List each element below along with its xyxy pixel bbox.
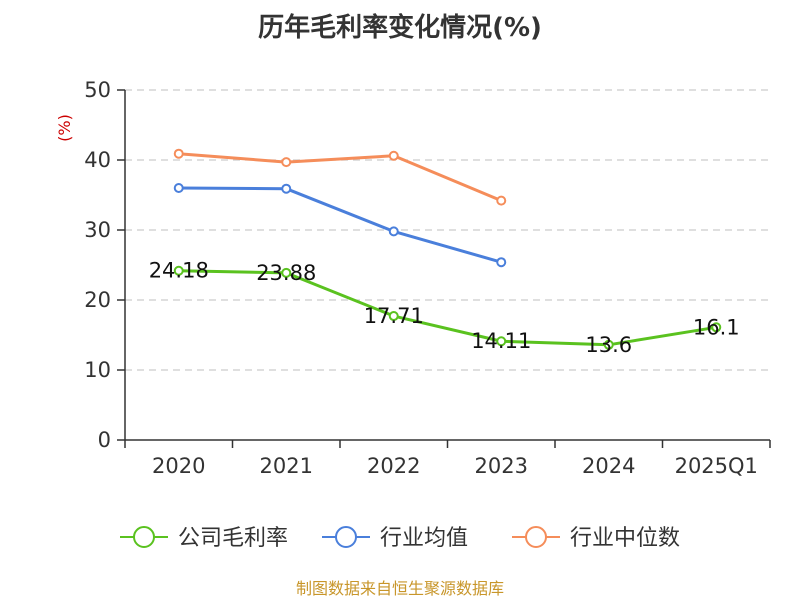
data-label-2024: 13.6 (585, 333, 632, 357)
series-line-0 (178, 269, 717, 347)
series-line-1 (178, 186, 502, 264)
data-point-s2-2023 (496, 195, 507, 206)
data-point-s0-2023 (496, 336, 507, 347)
y-tick-label-30: 30 (84, 218, 111, 242)
legend-marker-2 (525, 526, 547, 548)
data-point-s2-2022 (388, 150, 399, 161)
data-labels: 24.18 23.88 17.71 14.11 13.6 16.1 (149, 259, 740, 357)
data-point-s0-2025Q1 (711, 322, 722, 333)
source-note: 制图数据来自恒生聚源数据库 (296, 579, 504, 598)
y-tick-label-20: 20 (84, 288, 111, 312)
data-label-2023: 14.11 (471, 329, 531, 353)
data-point-s1-2022 (388, 226, 399, 237)
x-tick-label-2025Q1: 2025Q1 (675, 454, 758, 478)
axes (117, 89, 771, 448)
x-tick-label-2020: 2020 (152, 454, 205, 478)
x-tick-labels: 2020 2021 2022 2023 2024 2025Q1 (152, 454, 758, 478)
data-point-s2-2020 (173, 148, 184, 159)
y-tick-label-0: 0 (98, 428, 111, 452)
y-tick-label-40: 40 (84, 148, 111, 172)
y-tick-label-10: 10 (84, 358, 111, 382)
y-tick-label-50: 50 (84, 78, 111, 102)
data-label-2022: 17.71 (364, 304, 424, 328)
legend-marker-0 (133, 526, 155, 548)
x-tick-label-2024: 2024 (582, 454, 635, 478)
data-label-2020: 24.18 (149, 259, 209, 283)
data-point-s0-2024 (603, 339, 614, 350)
legend-label-2: 行业中位数 (570, 526, 680, 551)
series-points (173, 148, 722, 350)
legend-label-1: 行业均值 (380, 526, 468, 551)
data-point-s0-2021 (281, 267, 292, 278)
data-point-s2-2021 (281, 157, 292, 168)
chart-title: 历年毛利率变化情况(%) (258, 12, 542, 43)
data-label-2025Q1: 16.1 (693, 315, 740, 339)
y-axis-unit: (%) (55, 114, 74, 142)
data-point-s1-2023 (496, 257, 507, 268)
legend-label-0: 公司毛利率 (178, 526, 288, 551)
data-point-s0-2020 (173, 265, 184, 276)
y-tick-labels: 0 10 20 30 40 50 (84, 78, 111, 452)
data-label-2021: 23.88 (256, 261, 316, 285)
x-tick-label-2023: 2023 (475, 454, 528, 478)
legend: 公司毛利率 行业均值 行业中位数 (120, 526, 680, 551)
legend-marker-1 (335, 526, 357, 548)
x-tick-label-2022: 2022 (367, 454, 420, 478)
series-line-2 (178, 152, 502, 202)
series-lines (178, 152, 717, 347)
x-tick-label-2021: 2021 (260, 454, 313, 478)
data-point-s1-2021 (281, 183, 292, 194)
data-point-s0-2022 (388, 311, 399, 322)
data-point-s1-2020 (173, 183, 184, 193)
